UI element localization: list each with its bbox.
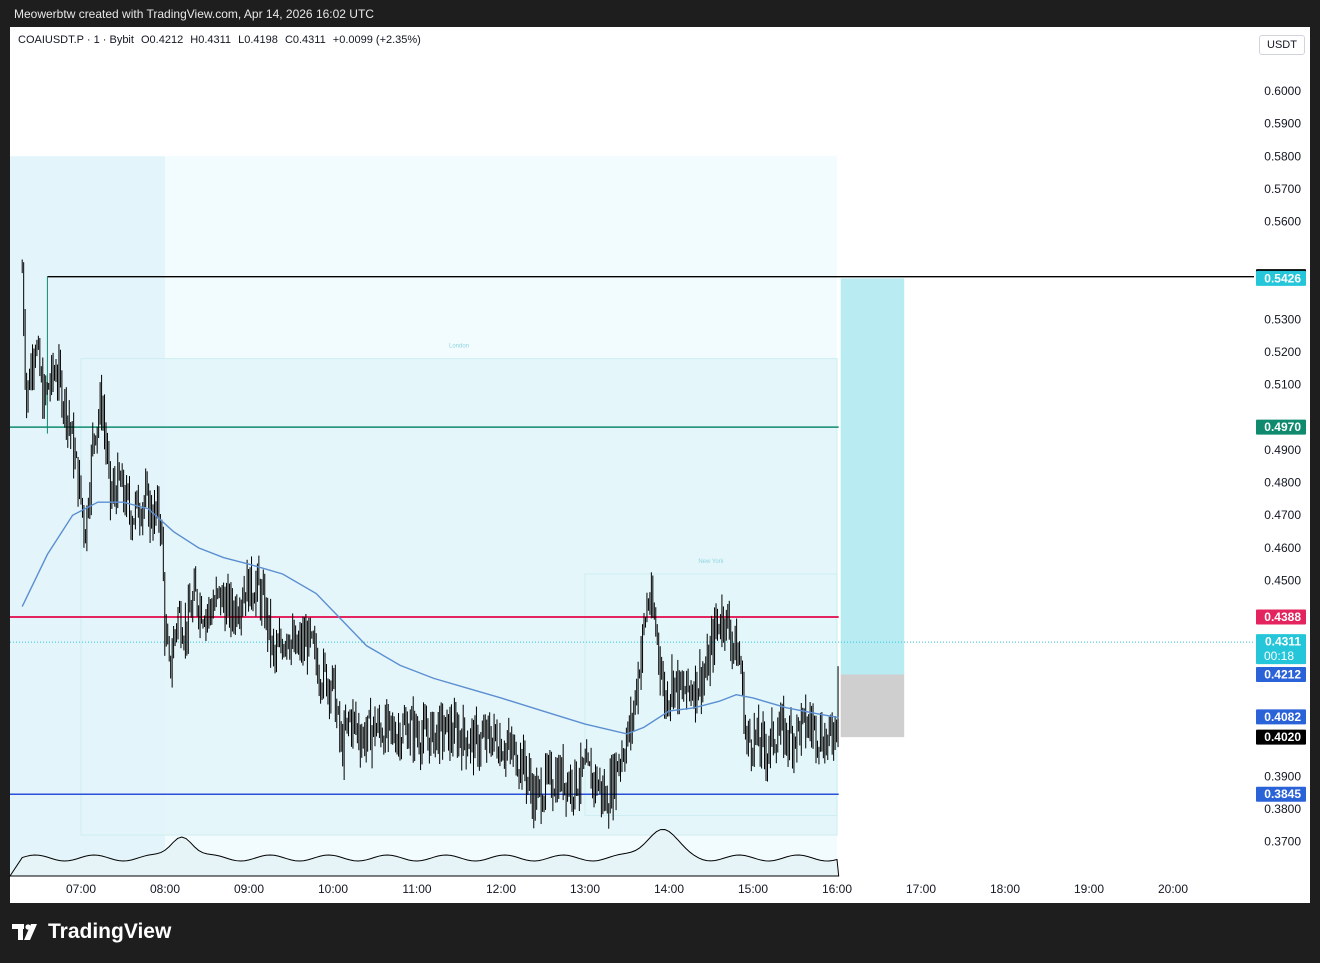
ohlc-change: +0.0099 (+2.35%)	[332, 34, 421, 46]
price-label	[1256, 634, 1306, 665]
tradingview-logo-icon	[12, 924, 37, 940]
session-label: New York	[698, 559, 724, 565]
y-tick-label: 0.6000	[1264, 84, 1301, 98]
price-label	[1256, 729, 1306, 745]
y-tick-label: 0.5600	[1264, 215, 1301, 229]
price-label-text: 0.4082	[1264, 710, 1301, 724]
x-tick-label: 10:00	[318, 882, 348, 896]
ohlc-open: O0.4212	[141, 34, 184, 46]
y-tick-label: 0.5300	[1264, 312, 1301, 326]
x-tick-label: 19:00	[1074, 882, 1104, 896]
target-zone	[840, 278, 905, 675]
price-label	[1256, 709, 1306, 725]
x-tick-label: 20:00	[1158, 882, 1188, 896]
ohlc-close: C0.4311	[284, 34, 326, 46]
price-label-text: 0.5426	[1264, 271, 1301, 285]
y-tick-label: 0.4500	[1264, 573, 1301, 587]
x-tick-label: 15:00	[738, 882, 768, 896]
x-tick-label: 12:00	[486, 882, 516, 896]
price-label-text: 0.4020	[1264, 730, 1301, 744]
price-label-text: 0.4388	[1264, 610, 1301, 624]
brand-footer: TradingView	[12, 920, 171, 944]
y-tick-label: 0.4800	[1264, 476, 1301, 490]
session-label: London	[449, 344, 469, 350]
x-tick-label: 14:00	[654, 882, 684, 896]
y-tick-label: 0.5900	[1264, 117, 1301, 131]
x-tick-label: 08:00	[150, 882, 180, 896]
stop-zone	[840, 674, 905, 738]
price-label	[1256, 609, 1306, 625]
ohlc-high: H0.4311	[190, 34, 232, 46]
y-tick-label: 0.5800	[1264, 149, 1301, 163]
x-tick-label: 11:00	[402, 882, 431, 896]
session-box	[584, 573, 838, 816]
moving-average-line	[21, 501, 839, 735]
symbol-legend: COAIUSDT.P · 1 · Bybit O0.4212 H0.4311 L…	[18, 34, 425, 46]
y-tick-label: 0.3800	[1264, 802, 1301, 816]
y-tick-label: 0.5700	[1264, 182, 1301, 196]
price-label-timer: 00:18	[1264, 649, 1294, 663]
price-label-text: 0.3845	[1264, 787, 1301, 801]
y-tick-label: 0.5100	[1264, 378, 1301, 392]
x-tick-label: 18:00	[990, 882, 1020, 896]
x-tick-label: 13:00	[570, 882, 600, 896]
price-label	[1256, 786, 1306, 802]
price-label-text: 0.4311	[1265, 635, 1301, 649]
y-tick-label: 0.3900	[1264, 769, 1301, 783]
y-tick-label: 0.4900	[1264, 443, 1301, 457]
ohlc-low: L0.4198	[238, 34, 278, 46]
brand-name: TradingView	[48, 920, 172, 943]
x-tick-label: 16:00	[822, 882, 852, 896]
y-tick-label: 0.4600	[1264, 541, 1301, 555]
y-tick-label: 0.4700	[1264, 508, 1301, 522]
x-tick-label: 17:00	[906, 882, 936, 896]
price-label	[1256, 270, 1306, 286]
y-tick-label: 0.3700	[1264, 835, 1301, 849]
price-label-text: 0.4970	[1264, 420, 1301, 434]
y-tick-label: 0.5200	[1264, 345, 1301, 359]
x-tick-label: 07:00	[66, 882, 96, 896]
price-label-text: 0.4212	[1264, 667, 1301, 681]
volume-profile	[9, 829, 840, 877]
symbol-name[interactable]: COAIUSDT.P · 1 · Bybit	[18, 34, 134, 46]
chart-attribution: Meowerbtw created with TradingView.com, …	[14, 7, 374, 21]
price-label	[1256, 419, 1306, 435]
price-label	[1256, 666, 1306, 682]
x-tick-label: 09:00	[234, 882, 264, 896]
currency-button[interactable]: USDT	[1259, 35, 1305, 55]
